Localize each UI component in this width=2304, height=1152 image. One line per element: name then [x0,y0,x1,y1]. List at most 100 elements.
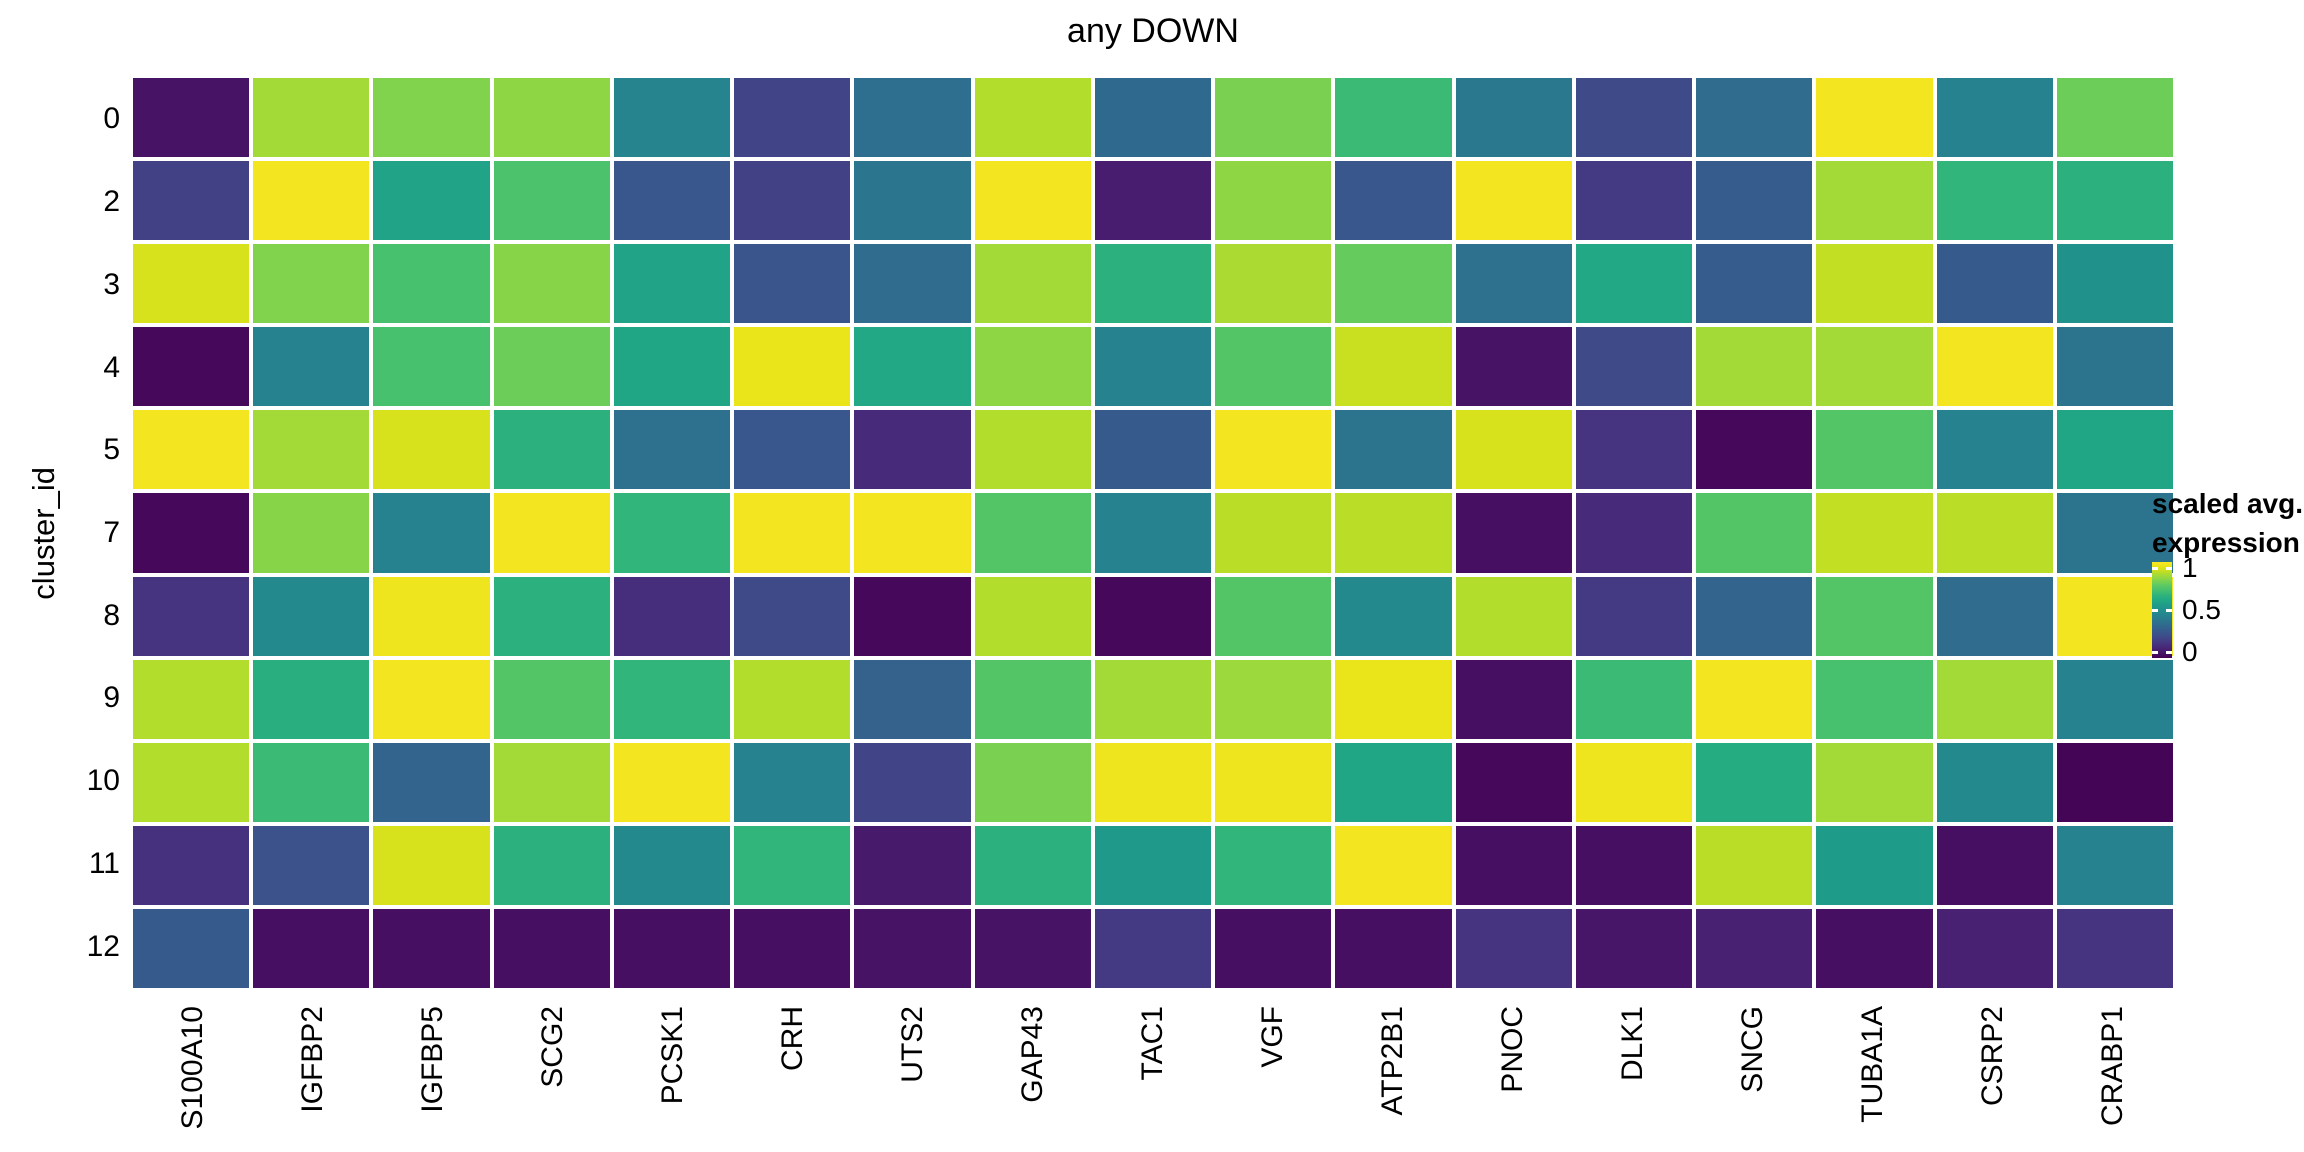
x-axis-tick-label-cell: TUBA1A [1813,1006,1933,1152]
x-axis-tick-label: ATP2B1 [1376,1006,1409,1116]
heatmap-cell [974,327,1091,407]
x-axis-tick-label: GAP43 [1016,1006,1049,1103]
heatmap-cell [493,161,610,241]
heatmap-cell [253,493,370,573]
y-axis-tick-label: 3 [103,267,120,301]
heatmap-cell [1455,327,1572,407]
heatmap-cell [734,244,851,324]
legend-tick-mark [2152,566,2158,570]
heatmap-cell [613,161,731,241]
legend-tick-mark [2166,566,2172,570]
heatmap-cell [1455,576,1572,656]
x-axis-tick-label-cell: DLK1 [1573,1006,1693,1152]
heatmap-cell [1455,161,1572,241]
x-axis-tick-label-cell: CSRP2 [1933,1006,2053,1152]
heatmap-cell [1455,908,1572,988]
heatmap-cell [974,825,1091,905]
heatmap-cell [1455,742,1572,822]
heatmap-cell [734,161,851,241]
heatmap-cell [1575,908,1693,988]
heatmap-cell [493,78,610,158]
heatmap-cell [373,78,490,158]
heatmap-cell [854,493,971,573]
heatmap-cell [1936,244,2053,324]
heatmap-cell [613,576,731,656]
heatmap-cell [2056,161,2173,241]
heatmap-cell [1575,244,1693,324]
heatmap-cell [493,327,610,407]
heatmap-cell [1816,327,1933,407]
x-axis-tick-label-cell: IGFBP5 [373,1006,493,1152]
heatmap-cell [1575,825,1693,905]
legend-title-line1: scaled avg. [2152,488,2303,519]
y-axis-tick-label: 2 [103,185,120,219]
heatmap-cell [1094,78,1212,158]
heatmap-cell [1696,161,1813,241]
heatmap-cell [1575,493,1693,573]
y-axis-tick-label: 12 [86,929,120,963]
y-axis-tick-label: 10 [86,764,120,798]
y-axis-tick-label: 4 [103,350,120,384]
heatmap-cell [1215,659,1332,739]
heatmap-cell [1936,410,2053,490]
x-axis-tick-label: SCG2 [536,1006,569,1088]
heatmap-cell [373,659,490,739]
heatmap-cell [1696,78,1813,158]
heatmap-cell [493,493,610,573]
heatmap-cell [1575,659,1693,739]
heatmap-cell [1094,908,1212,988]
heatmap-cell [734,825,851,905]
heatmap-cell [2056,327,2173,407]
heatmap-cell [133,410,250,490]
heatmap-cell [1936,493,2053,573]
heatmap-cell [373,327,490,407]
x-axis-tick-label: TUBA1A [1856,1006,1889,1123]
heatmap-cell [734,908,851,988]
heatmap-cell [974,659,1091,739]
heatmap-cell [133,908,250,988]
legend-tick-label: 1 [2182,552,2198,583]
heatmap-cell [493,742,610,822]
heatmap-cell [1455,659,1572,739]
heatmap-cell [1455,244,1572,324]
heatmap-cell [253,78,370,158]
heatmap-cell [133,493,250,573]
heatmap-cell [373,908,490,988]
y-axis-tick-label: 7 [103,516,120,549]
heatmap-cell [253,327,370,407]
heatmap-cell [253,659,370,739]
x-axis-tick-label-cell: ATP2B1 [1333,1006,1453,1152]
heatmap-cell [373,161,490,241]
heatmap-cell [1816,78,1933,158]
heatmap-cell [1696,825,1813,905]
heatmap-cell [1455,825,1572,905]
heatmap-cell [974,244,1091,324]
heatmap-cell [1696,576,1813,656]
heatmap-cell [1455,78,1572,158]
heatmap-cell [493,576,610,656]
heatmap-cell [1335,659,1452,739]
heatmap-cell [1094,327,1212,407]
x-axis-tick-label: CSRP2 [1976,1006,2009,1107]
x-axis-tick-label: S100A10 [176,1006,209,1130]
heatmap-cell [1575,742,1693,822]
heatmap-cell [1575,410,1693,490]
heatmap-cell [1936,161,2053,241]
heatmap-cell [1455,410,1572,490]
heatmap-cell [133,327,250,407]
heatmap-cell [613,659,731,739]
heatmap-cell [133,576,250,656]
x-axis-tick-label-cell: UTS2 [853,1006,973,1152]
x-axis-tick-label-cell: SCG2 [493,1006,613,1152]
heatmap-cell [1335,327,1452,407]
heatmap-cell [1455,493,1572,573]
heatmap-cell [1816,659,1933,739]
heatmap-cell [854,659,971,739]
heatmap-cell [1335,825,1452,905]
heatmap-cell [1335,410,1452,490]
x-axis-tick-label-cell: PNOC [1453,1006,1573,1152]
y-axis-labels: 0 2 3 4 5 7 8 9 10 11 12 [0,78,120,988]
heatmap-cell [133,825,250,905]
heatmap-cell [1094,493,1212,573]
